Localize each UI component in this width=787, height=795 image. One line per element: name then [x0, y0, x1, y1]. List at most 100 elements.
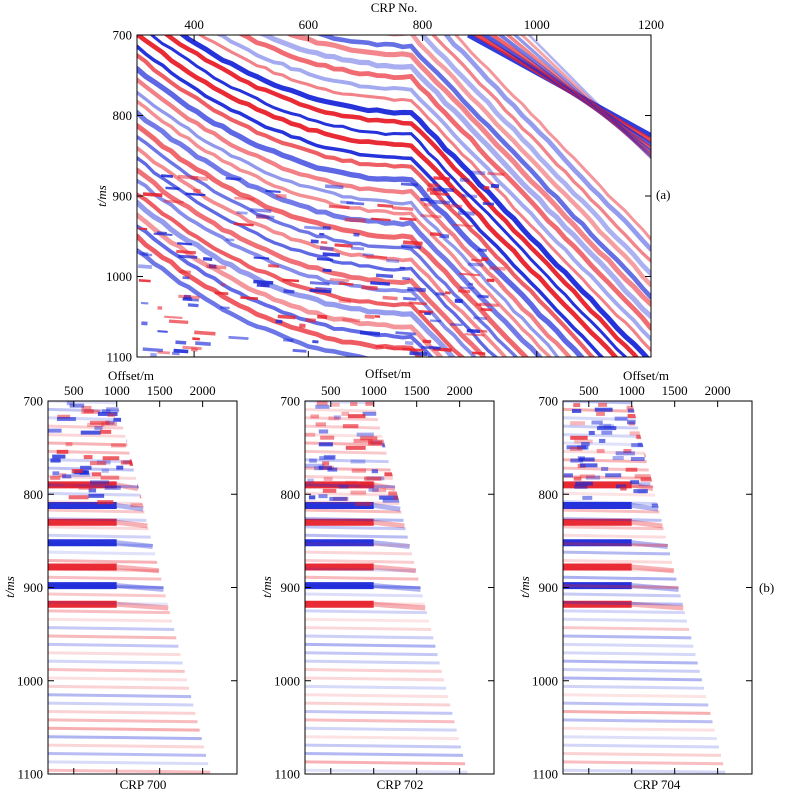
- section-noise: [175, 340, 187, 345]
- gather-weak-event: [48, 508, 145, 514]
- gather-weak-event: [48, 424, 124, 430]
- gather-weak-event: [305, 500, 400, 506]
- gather-noise: [48, 428, 62, 433]
- gather-noise: [379, 495, 400, 500]
- gather-noise: [594, 407, 613, 412]
- section-noise: [482, 201, 495, 206]
- gather-weak-event: [305, 567, 417, 573]
- section-noise: [409, 351, 428, 357]
- gather-weak-event: [48, 642, 179, 648]
- gather-noise: [330, 402, 340, 407]
- gather-weak-event: [563, 592, 681, 598]
- gather-noise: [627, 414, 642, 419]
- gather-noise: [315, 404, 330, 409]
- gather-weak-event: [305, 609, 427, 615]
- gather-far-event: [373, 502, 401, 512]
- gather-weak-event: [48, 659, 183, 665]
- section-reflector: [443, 35, 651, 252]
- gather-weak-event: [48, 542, 153, 548]
- gather-noise: [80, 465, 92, 470]
- gather-noise: [570, 421, 585, 426]
- section-noise: [322, 225, 331, 231]
- gather-weak-event: [563, 701, 709, 707]
- section-noise: [452, 223, 474, 228]
- gather-far-event: [116, 564, 160, 574]
- gather-weak-event: [305, 458, 389, 464]
- gather-weak-event: [305, 433, 383, 438]
- gather-704-y-tick-label: 700: [539, 394, 559, 409]
- gather-noise: [603, 424, 615, 429]
- section-noise: [490, 183, 500, 189]
- section-noise: [173, 348, 189, 354]
- gather-noise: [360, 482, 375, 487]
- gather-weak-event: [48, 701, 194, 707]
- panel-b-gathers: 500 1000 1500 2000 700 800 900 1000 1100 Offset/…: [2, 366, 774, 792]
- gather-noise: [623, 448, 632, 453]
- gather-noise: [601, 466, 609, 471]
- gather-weak-event: [305, 642, 436, 648]
- gather-noise: [52, 454, 66, 459]
- gather-noise: [577, 456, 585, 461]
- gather-700-y-tick-label: 700: [24, 394, 44, 409]
- gather-weak-event: [48, 726, 200, 732]
- gather-noise: [78, 485, 92, 490]
- section-noise: [309, 288, 332, 294]
- gather-noise: [581, 442, 590, 447]
- section-noise: [402, 347, 424, 352]
- gather-noise: [71, 468, 83, 473]
- panel-a-y-tick-label: 900: [113, 189, 133, 204]
- section-reflector: [419, 35, 651, 277]
- gather-weak-event: [48, 558, 158, 564]
- section-noise: [228, 335, 249, 340]
- gather-700-y-tick-label: 1000: [17, 673, 43, 688]
- section-noise: [403, 296, 417, 301]
- gather-700-title: CRP 700: [120, 777, 167, 792]
- gather-noise: [310, 414, 319, 419]
- gather-704-y-tick-label: 1000: [532, 673, 558, 688]
- gather-weak-event: [563, 617, 688, 623]
- section-reflector: [163, 35, 640, 357]
- panel-a-x-tick-label: 1200: [638, 17, 664, 32]
- section-noise: [315, 287, 332, 292]
- gather-mute-zone: [631, 401, 752, 774]
- gather-noise: [314, 466, 324, 471]
- section-noise: [182, 345, 202, 351]
- gather-noise: [382, 498, 401, 503]
- section-noise: [429, 191, 450, 197]
- gather-noise: [573, 403, 581, 408]
- gather-weak-event: [48, 718, 198, 724]
- gather-700-x-tick-label: 2000: [190, 383, 216, 398]
- gather-weak-event: [48, 533, 151, 539]
- section-noise: [283, 338, 294, 343]
- gather-far-event: [631, 519, 663, 529]
- gather-far-event: [116, 502, 144, 512]
- gather-noise: [563, 473, 573, 478]
- gather-noise: [97, 500, 114, 505]
- section-noise: [214, 291, 229, 296]
- gather-weak-event: [563, 668, 700, 673]
- section-noise: [156, 231, 167, 235]
- gather-noise: [319, 456, 335, 461]
- section-noise: [225, 238, 235, 242]
- section-noise: [140, 301, 149, 305]
- gather-weak-event: [48, 693, 192, 699]
- gather-weak-event: [48, 458, 132, 464]
- section-noise: [256, 214, 270, 220]
- gather-weak-event: [305, 508, 402, 514]
- gather-noise: [333, 415, 342, 420]
- section-noise: [282, 278, 300, 283]
- gather-noise: [328, 416, 340, 421]
- section-noise: [407, 286, 426, 293]
- gather-weak-event: [305, 668, 442, 673]
- gather-noise: [629, 431, 644, 436]
- gather-noise: [83, 455, 93, 460]
- gather-far-event: [373, 583, 421, 592]
- gather-704-y-axis-label: t/ms: [517, 576, 532, 598]
- gather-noise: [318, 429, 329, 434]
- gather-704-x-tick-label: 2000: [705, 383, 731, 398]
- section-reflector: [137, 99, 553, 357]
- gather-noise: [111, 443, 126, 448]
- gather-crp-700: 500 1000 1500 2000 700 800 900 1000 1100 Offset/…: [2, 368, 238, 792]
- gather-far-event: [116, 583, 164, 592]
- gather-noise: [100, 475, 120, 480]
